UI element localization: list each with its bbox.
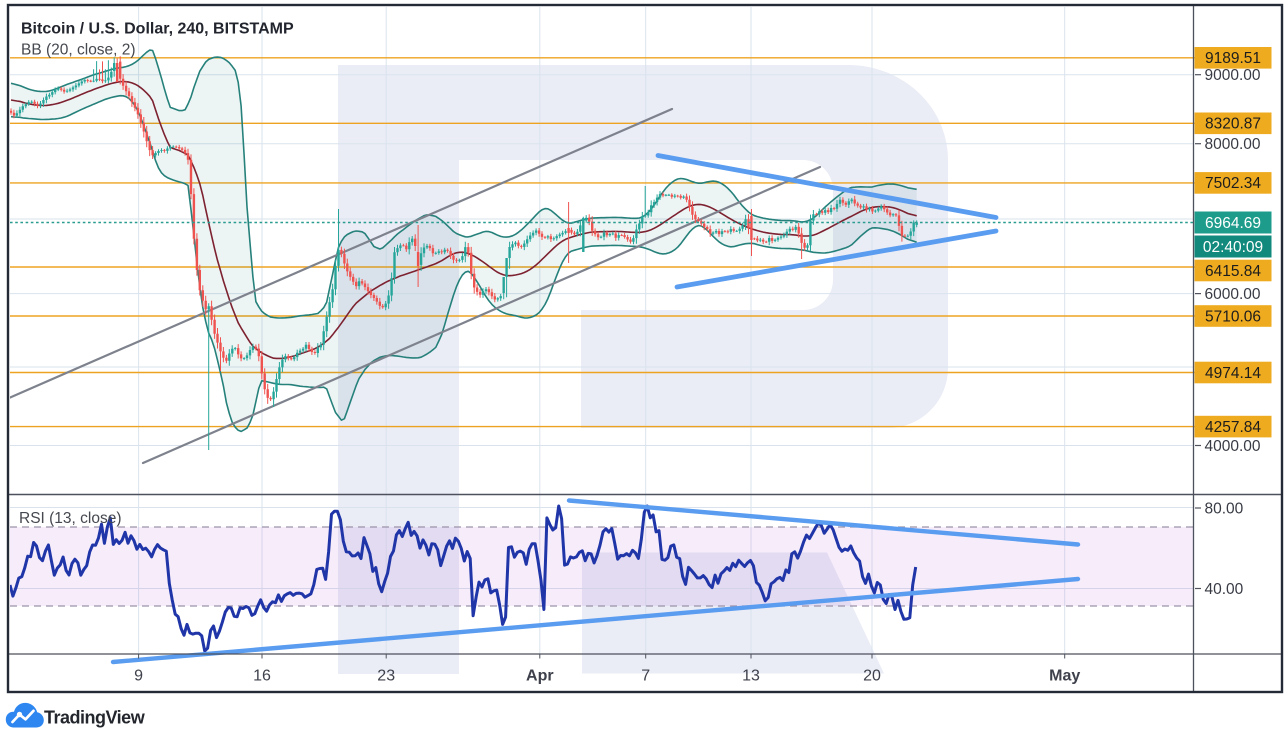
svg-text:80.00: 80.00: [1205, 501, 1244, 518]
svg-text:Apr: Apr: [526, 668, 554, 685]
svg-text:TradingView: TradingView: [44, 708, 146, 728]
svg-text:8000.00: 8000.00: [1205, 136, 1261, 153]
svg-text:16: 16: [253, 668, 271, 685]
svg-text:6415.84: 6415.84: [1205, 263, 1261, 280]
svg-text:4974.14: 4974.14: [1205, 365, 1261, 382]
svg-text:BB (20, close, 2): BB (20, close, 2): [21, 42, 136, 59]
svg-text:6000.00: 6000.00: [1205, 286, 1261, 303]
svg-text:8320.87: 8320.87: [1205, 116, 1261, 133]
svg-text:13: 13: [742, 668, 760, 685]
svg-text:7: 7: [641, 668, 650, 685]
svg-text:02:40:09: 02:40:09: [1203, 239, 1263, 256]
svg-text:9000.00: 9000.00: [1205, 67, 1261, 84]
svg-text:9: 9: [134, 668, 143, 685]
svg-text:23: 23: [377, 668, 395, 685]
svg-text:6964.69: 6964.69: [1205, 215, 1261, 232]
svg-text:4257.84: 4257.84: [1205, 419, 1261, 436]
svg-text:7502.34: 7502.34: [1205, 175, 1261, 192]
svg-text:20: 20: [863, 668, 881, 685]
svg-text:Bitcoin / U.S. Dollar, 240, BI: Bitcoin / U.S. Dollar, 240, BITSTAMP: [21, 21, 294, 38]
svg-text:9189.51: 9189.51: [1205, 50, 1261, 67]
svg-text:5710.06: 5710.06: [1205, 308, 1261, 325]
svg-text:4000.00: 4000.00: [1205, 438, 1261, 455]
svg-text:May: May: [1049, 668, 1080, 685]
svg-text:RSI (13, close): RSI (13, close): [19, 510, 122, 527]
svg-text:40.00: 40.00: [1205, 581, 1244, 598]
